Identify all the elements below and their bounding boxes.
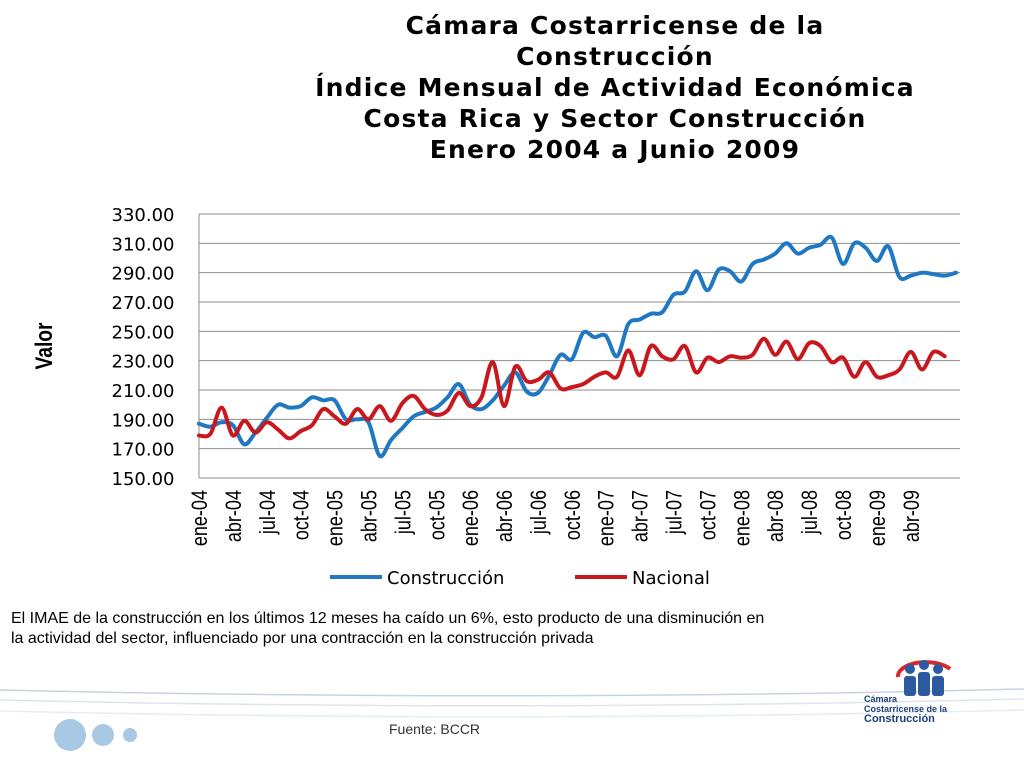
title-line-1: Cámara Costarricense de la [405,11,825,40]
legend-label: Construcción [387,568,504,589]
y-tick-label: 210.00 [112,381,175,402]
title-line-2: Construcción [516,42,714,71]
y-tick-label: 270.00 [112,293,175,314]
x-tick-label: oct-08 [832,490,856,540]
x-tick-label: oct-07 [697,490,721,540]
title-line-3: Índice Mensual de Actividad Económica [315,73,915,102]
title-line-4: Costa Rica y Sector Construcción [363,104,867,133]
title-line-5: Enero 2004 a Junio 2009 [429,135,801,164]
decorative-circle-large [54,719,86,751]
decorative-circle-medium [92,724,114,746]
x-tick-label: abr-04 [222,490,246,542]
x-tick-label: jul-07 [663,490,687,535]
y-tick-label: 230.00 [112,352,175,373]
x-tick-label: oct-06 [561,490,585,540]
caption-text: El IMAE de la construcción en los último… [11,610,765,647]
camara-logo [895,660,952,696]
series-line-nacional [197,336,947,441]
logo-text-line-2: Costarricense de la [864,704,948,714]
y-tick-label: 190.00 [112,410,175,431]
y-tick-label: 310.00 [112,234,175,255]
x-tick-label: abr-07 [629,490,653,542]
y-tick-label: 290.00 [112,264,175,285]
x-tick-label: abr-05 [358,490,382,542]
x-tick-label: ene-07 [595,490,619,546]
legend-label: Nacional [632,568,710,589]
logo-text-line-3: Construcción [864,713,935,725]
decorative-circle-small [123,728,137,742]
y-tick-label: 170.00 [112,440,175,461]
logo-text: Cámara Costarricense de la Construcción [864,694,948,725]
source-text: Fuente: BCCR [389,721,481,737]
x-tick-label: jul-04 [256,490,280,535]
x-tick-label: jul-05 [392,490,416,535]
x-tick-label: jul-06 [527,490,551,535]
line-chart: 330.00 310.00 290.00 270.00 250.00 230.00 210.… [30,205,960,589]
x-tick-label: jul-08 [799,490,823,535]
x-tick-label: oct-04 [290,490,314,540]
x-tick-label: oct-05 [426,490,450,540]
x-tick-label: ene-05 [324,490,348,546]
x-tick-label: ene-09 [866,490,890,546]
logo-text-line-1: Cámara [864,694,898,704]
x-tick-label: abr-09 [900,490,924,542]
x-tick-label: abr-08 [765,490,789,542]
y-tick-label: 250.00 [112,322,175,343]
x-tick-label: ene-08 [731,490,755,546]
y-axis-label: Valor [30,322,58,369]
x-tick-label: abr-06 [493,490,517,542]
x-tick-label: ene-06 [460,490,484,546]
y-tick-label: 330.00 [112,205,175,226]
y-tick-label: 150.00 [112,469,175,490]
chart-title: Cámara Costarricense de la Construcción … [225,10,1005,165]
series-line-construccion [197,234,958,459]
x-tick-label: ene-04 [188,490,212,546]
